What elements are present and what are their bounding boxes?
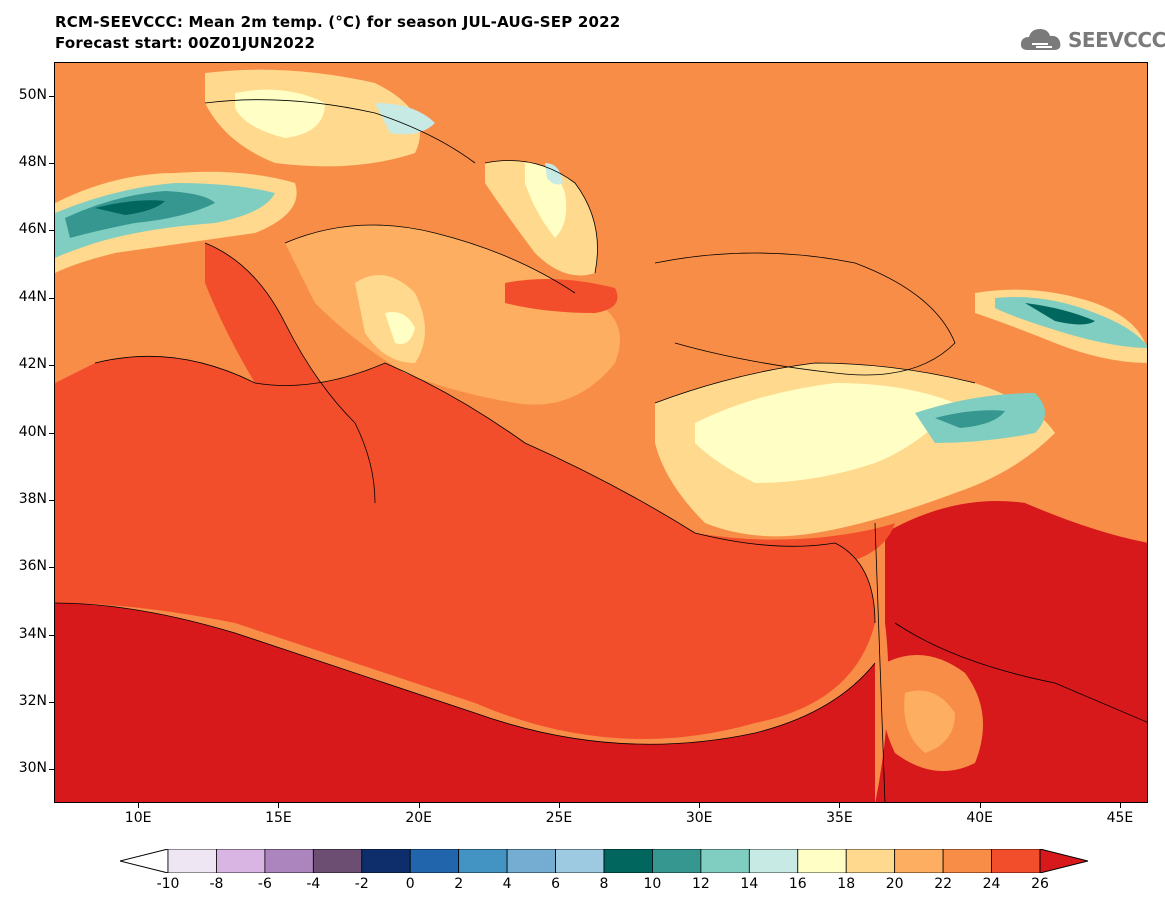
colorbar-under-triangle	[120, 849, 169, 873]
lat-tick	[49, 95, 54, 97]
lat-tick	[49, 432, 54, 434]
colorbar	[120, 849, 1088, 873]
colorbar-swatch	[409, 849, 460, 873]
lon-label: 10E	[124, 810, 152, 826]
lat-label: 40N	[18, 423, 47, 440]
colorbar-label: 16	[788, 876, 807, 892]
lat-label: 46N	[18, 221, 47, 238]
lat-tick	[49, 499, 54, 501]
colorbar-swatch	[748, 849, 799, 873]
lat-tick	[49, 701, 54, 703]
lat-tick	[49, 769, 54, 771]
lon-tick	[278, 803, 280, 808]
colorbar-label: 26	[1031, 876, 1049, 892]
lat-label: 44N	[18, 288, 47, 305]
colorbar-label: 6	[551, 876, 560, 892]
colorbar-label: 10	[643, 876, 662, 892]
colorbar-swatch	[361, 849, 411, 873]
colorbar-swatch	[555, 849, 605, 873]
forecast-start-label: Forecast start: 00Z01JUN2022	[55, 34, 316, 52]
logo-text: SEEVCCC	[1068, 28, 1165, 52]
colorbar-label: 4	[502, 876, 512, 892]
lon-tick	[418, 803, 420, 808]
lon-label: 40E	[966, 810, 994, 826]
colorbar-label: -6	[257, 876, 272, 892]
lat-tick	[49, 230, 54, 232]
lon-tick	[1119, 803, 1121, 808]
lat-label: 30N	[18, 760, 47, 777]
lon-tick	[558, 803, 560, 808]
colorbar-label: -8	[209, 876, 224, 892]
colorbar-swatch	[312, 849, 363, 873]
colorbar-swatch	[167, 849, 217, 873]
lon-label: 15E	[265, 810, 292, 826]
lon-label: 25E	[545, 810, 573, 826]
lat-label: 48N	[18, 154, 47, 171]
lon-tick	[138, 803, 140, 808]
lat-tick	[49, 297, 54, 299]
colorbar-label: -4	[306, 876, 321, 892]
colorbar-swatch	[216, 849, 266, 873]
colorbar-swatch	[797, 849, 847, 873]
lat-label: 38N	[18, 490, 47, 507]
colorbar-label: 12	[691, 876, 710, 892]
colorbar-swatch	[942, 849, 992, 873]
colorbar-label: 14	[740, 876, 759, 892]
colorbar-swatch	[991, 849, 1041, 873]
lon-tick	[699, 803, 701, 808]
colorbar-over-triangle	[1039, 849, 1088, 873]
lon-label: 35E	[826, 810, 853, 826]
colorbar-label: 20	[885, 876, 904, 892]
colorbar-swatch	[506, 849, 556, 873]
temperature-map	[54, 62, 1148, 803]
lat-tick	[49, 163, 54, 165]
lat-label: 32N	[18, 692, 47, 709]
colorbar-label: 22	[934, 876, 953, 892]
colorbar-label: 0	[405, 876, 415, 892]
cloud-icon	[1020, 29, 1061, 50]
colorbar-label: 8	[599, 876, 609, 892]
lon-tick	[979, 803, 981, 808]
lon-tick	[839, 803, 841, 808]
lat-tick	[49, 365, 54, 367]
map-title: RCM-SEEVCCC: Mean 2m temp. (°C) for seas…	[55, 13, 621, 31]
lon-label: 30E	[685, 810, 713, 826]
colorbar-swatch	[894, 849, 944, 873]
colorbar-swatch	[458, 849, 508, 873]
lat-tick	[49, 634, 54, 636]
lat-label: 34N	[18, 625, 47, 642]
lon-label: 45E	[1106, 810, 1134, 826]
lat-label: 42N	[18, 356, 47, 373]
colorbar-label: 2	[454, 876, 464, 892]
seevccc-logo: SEEVCCC	[1018, 22, 1165, 56]
colorbar-label: -2	[354, 876, 369, 892]
colorbar-label: 24	[982, 876, 1001, 892]
lat-label: 50N	[18, 86, 47, 103]
colorbar-label: 18	[837, 876, 856, 892]
colorbar-swatch	[845, 849, 896, 873]
colorbar-swatch	[700, 849, 750, 873]
lat-tick	[49, 567, 54, 569]
colorbar-label: -10	[156, 876, 180, 892]
colorbar-swatch	[264, 849, 314, 873]
lon-label: 20E	[405, 810, 432, 826]
lat-label: 36N	[18, 558, 47, 575]
colorbar-swatch	[652, 849, 702, 873]
colorbar-swatch	[603, 849, 653, 873]
